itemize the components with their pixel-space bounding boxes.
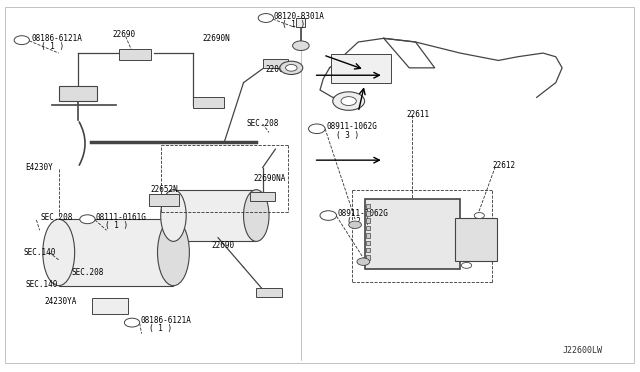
Text: 08120-8301A: 08120-8301A bbox=[273, 12, 324, 22]
Bar bbox=[59, 219, 173, 286]
Bar bbox=[193, 97, 225, 109]
Text: 22060P: 22060P bbox=[266, 65, 294, 74]
Ellipse shape bbox=[244, 190, 269, 241]
Text: ( 3 ): ( 3 ) bbox=[336, 131, 359, 140]
Circle shape bbox=[308, 124, 325, 134]
Bar bbox=[296, 18, 305, 27]
Ellipse shape bbox=[157, 219, 189, 286]
Text: 08911-1062G: 08911-1062G bbox=[326, 122, 377, 131]
Text: B: B bbox=[16, 38, 20, 43]
Bar bbox=[366, 226, 370, 230]
Text: B: B bbox=[260, 16, 264, 20]
Circle shape bbox=[285, 64, 297, 71]
Bar bbox=[256, 288, 282, 297]
Circle shape bbox=[461, 262, 472, 268]
Circle shape bbox=[341, 97, 356, 106]
Ellipse shape bbox=[43, 219, 75, 286]
Text: N: N bbox=[311, 126, 315, 131]
Bar bbox=[173, 190, 256, 241]
Text: SEC.140: SEC.140 bbox=[23, 248, 56, 257]
Text: SEC.208: SEC.208 bbox=[72, 268, 104, 277]
FancyArrowPatch shape bbox=[79, 122, 85, 165]
Bar bbox=[366, 241, 370, 245]
Bar bbox=[59, 86, 97, 101]
Text: 22690N: 22690N bbox=[202, 34, 230, 43]
Text: ( 1 ): ( 1 ) bbox=[104, 221, 128, 230]
Text: 22690: 22690 bbox=[113, 30, 136, 39]
Circle shape bbox=[258, 13, 273, 22]
Circle shape bbox=[349, 221, 362, 228]
Text: 08111-0161G: 08111-0161G bbox=[96, 213, 147, 222]
Text: ( 1 ): ( 1 ) bbox=[41, 42, 64, 51]
Circle shape bbox=[14, 36, 29, 45]
FancyBboxPatch shape bbox=[332, 54, 392, 83]
Text: 08186-6121A: 08186-6121A bbox=[32, 34, 83, 43]
Text: ( 2 ): ( 2 ) bbox=[348, 217, 371, 226]
Text: N: N bbox=[323, 213, 326, 218]
Bar bbox=[250, 192, 275, 201]
Bar bbox=[366, 211, 370, 215]
FancyBboxPatch shape bbox=[92, 298, 127, 314]
Text: ( 1 ): ( 1 ) bbox=[282, 20, 305, 29]
Circle shape bbox=[474, 212, 484, 218]
Text: 08911-1062G: 08911-1062G bbox=[338, 209, 388, 218]
Text: 22690NA: 22690NA bbox=[253, 174, 285, 183]
Bar bbox=[366, 218, 370, 223]
Text: 22652N: 22652N bbox=[150, 185, 179, 194]
Text: B: B bbox=[126, 320, 130, 325]
FancyBboxPatch shape bbox=[149, 194, 179, 206]
Text: E4230Y: E4230Y bbox=[26, 163, 53, 172]
Text: SEC.208: SEC.208 bbox=[41, 213, 73, 222]
Bar bbox=[366, 233, 370, 238]
Text: ( 1 ): ( 1 ) bbox=[149, 324, 172, 333]
Text: SEC.140: SEC.140 bbox=[26, 280, 58, 289]
Text: B: B bbox=[82, 217, 86, 222]
Circle shape bbox=[292, 41, 309, 51]
Text: 22611: 22611 bbox=[406, 109, 429, 119]
Circle shape bbox=[320, 211, 337, 220]
Circle shape bbox=[80, 215, 95, 224]
Text: 22690: 22690 bbox=[212, 241, 235, 250]
Bar bbox=[119, 49, 151, 61]
Text: SEC.208: SEC.208 bbox=[246, 119, 279, 128]
Bar bbox=[366, 204, 370, 208]
FancyBboxPatch shape bbox=[365, 199, 460, 269]
Bar bbox=[366, 256, 370, 260]
FancyBboxPatch shape bbox=[455, 218, 497, 261]
Text: 22612: 22612 bbox=[492, 161, 515, 170]
Text: 24230YA: 24230YA bbox=[45, 297, 77, 306]
Circle shape bbox=[280, 61, 303, 74]
Circle shape bbox=[124, 318, 140, 327]
Ellipse shape bbox=[161, 190, 186, 241]
Bar bbox=[366, 248, 370, 253]
Circle shape bbox=[357, 258, 370, 265]
Text: J22600LW: J22600LW bbox=[562, 346, 602, 355]
Bar bbox=[262, 59, 288, 68]
Text: 08186-6121A: 08186-6121A bbox=[140, 316, 191, 325]
Circle shape bbox=[333, 92, 365, 110]
